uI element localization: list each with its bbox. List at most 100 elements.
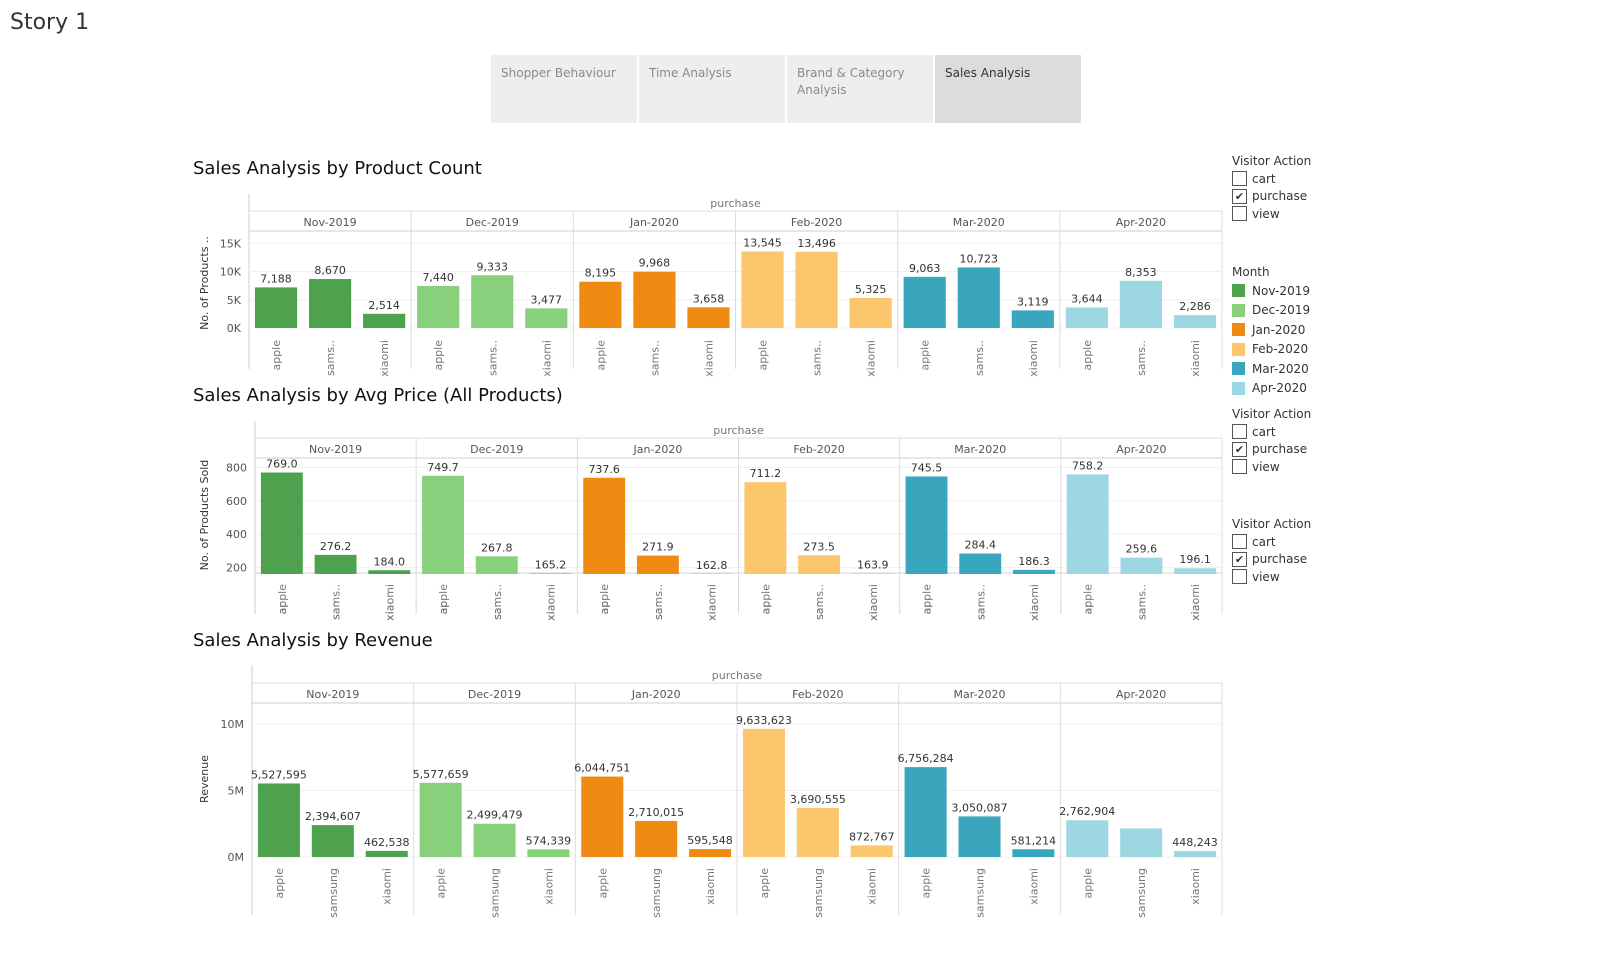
checkbox[interactable] [1232,459,1247,475]
data-label: 2,394,607 [305,810,361,823]
category-label: xiaomi [378,340,391,377]
filter-label: purchase [1252,189,1308,204]
filter-option-purchase[interactable]: ✔ purchase [1232,441,1311,459]
bar [958,816,1001,857]
data-label: 737.6 [588,463,620,476]
tab-shopper-behaviour[interactable]: Shopper Behaviour [491,55,637,123]
checkbox[interactable] [1232,206,1247,222]
data-label: 276.2 [320,540,352,553]
category-label: apple [1081,868,1094,899]
category-label: xiaomi [867,584,880,621]
month-header: Feb-2020 [791,216,842,229]
tab-brand-category-analysis[interactable]: Brand & Category Analysis [787,55,933,123]
month-header: Feb-2020 [792,688,843,701]
legend-item-jan-2020[interactable]: Jan-2020 [1232,320,1310,340]
bar [904,767,947,857]
filter-label: cart [1252,424,1276,439]
month-header: Jan-2020 [632,443,682,456]
checkbox[interactable] [1232,171,1247,187]
filter-label: view [1252,459,1280,474]
category-label: samsung [812,868,825,918]
month-header: Mar-2020 [953,688,1005,701]
month-header: Apr-2020 [1116,443,1166,456]
data-label: 749.7 [427,461,459,474]
bar [309,279,352,328]
checkbox[interactable] [1232,424,1247,440]
category-label: xiaomi [866,868,879,905]
bar [689,849,732,857]
category-label: sams.. [1135,340,1148,376]
category-label: apple [759,584,772,615]
filter-option-cart[interactable]: cart [1232,533,1311,551]
legend-item-feb-2020[interactable]: Feb-2020 [1232,340,1310,360]
category-label: xiaomi [1189,340,1202,377]
bar [903,276,946,328]
category-label: apple [435,868,448,899]
month-header: Nov-2019 [306,688,359,701]
bar [957,267,1000,328]
category-label: apple [437,584,450,615]
month-header: Dec-2019 [470,443,523,456]
y-tick-label: 800 [226,461,247,474]
category-label: sams.. [491,584,504,620]
bar [1119,280,1162,328]
category-label: apple [757,340,770,371]
filter-option-purchase[interactable]: ✔ purchase [1232,188,1311,206]
data-label: 5,527,595 [251,768,307,781]
data-label: 271.9 [642,541,674,554]
filter-option-view[interactable]: view [1232,458,1311,476]
checkbox-checked[interactable]: ✔ [1232,188,1247,204]
legend-item-nov-2019[interactable]: Nov-2019 [1232,281,1310,301]
data-label: 711.2 [750,467,782,480]
category-label: sams.. [486,340,499,376]
checkbox-checked[interactable]: ✔ [1232,441,1247,457]
month-header: Feb-2020 [793,443,844,456]
data-label: 8,195 [585,267,617,280]
checkbox-checked[interactable]: ✔ [1232,551,1247,567]
month-header: Apr-2020 [1116,216,1166,229]
legend-swatch [1232,381,1245,395]
data-label: 163.9 [857,559,889,572]
data-label: 769.0 [266,458,298,471]
data-label: 8,670 [314,264,346,277]
category-label: sams.. [648,340,661,376]
legend-swatch [1232,362,1245,376]
filter-label: purchase [1252,442,1308,457]
checkbox[interactable] [1232,569,1247,585]
data-label: 462,538 [364,836,410,849]
story-title: Story 1 [10,10,90,35]
tab-sales-analysis[interactable]: Sales Analysis [935,55,1081,123]
category-label: apple [921,584,934,615]
filter-option-purchase[interactable]: ✔ purchase [1232,551,1311,569]
filter-option-view[interactable]: view [1232,568,1311,586]
data-label: 3,658 [693,292,725,305]
data-label: 3,050,087 [952,801,1008,814]
filter-option-cart[interactable]: cart [1232,170,1311,188]
category-label: sams.. [1135,584,1148,620]
category-label: samsung [974,868,987,918]
category-label: apple [432,340,445,371]
data-label: 745.5 [911,461,943,474]
filter-option-view[interactable]: view [1232,205,1311,223]
bar [795,251,838,328]
category-label: apple [1081,340,1094,371]
bar [1011,310,1054,328]
legend-item-dec-2019[interactable]: Dec-2019 [1232,301,1310,321]
data-label: 2,286 [1179,300,1211,313]
chart-title-revenue: Sales Analysis by Revenue [193,630,433,651]
checkbox[interactable] [1232,534,1247,550]
month-header: Dec-2019 [468,688,521,701]
legend-swatch [1232,342,1245,356]
legend-swatch [1232,303,1245,317]
category-label: samsung [1135,868,1148,918]
legend-item-apr-2020[interactable]: Apr-2020 [1232,379,1310,399]
data-label: 758.2 [1072,459,1104,472]
month-header: Mar-2020 [954,443,1006,456]
filter-option-cart[interactable]: cart [1232,423,1311,441]
category-label: xiaomi [1028,584,1041,621]
legend-label: Jan-2020 [1252,322,1306,337]
legend-item-mar-2020[interactable]: Mar-2020 [1232,359,1310,379]
tab-time-analysis[interactable]: Time Analysis [639,55,785,123]
visitor-action-filter-1: Visitor Action cart ✔ purchase view [1232,154,1311,223]
bar [365,850,408,857]
